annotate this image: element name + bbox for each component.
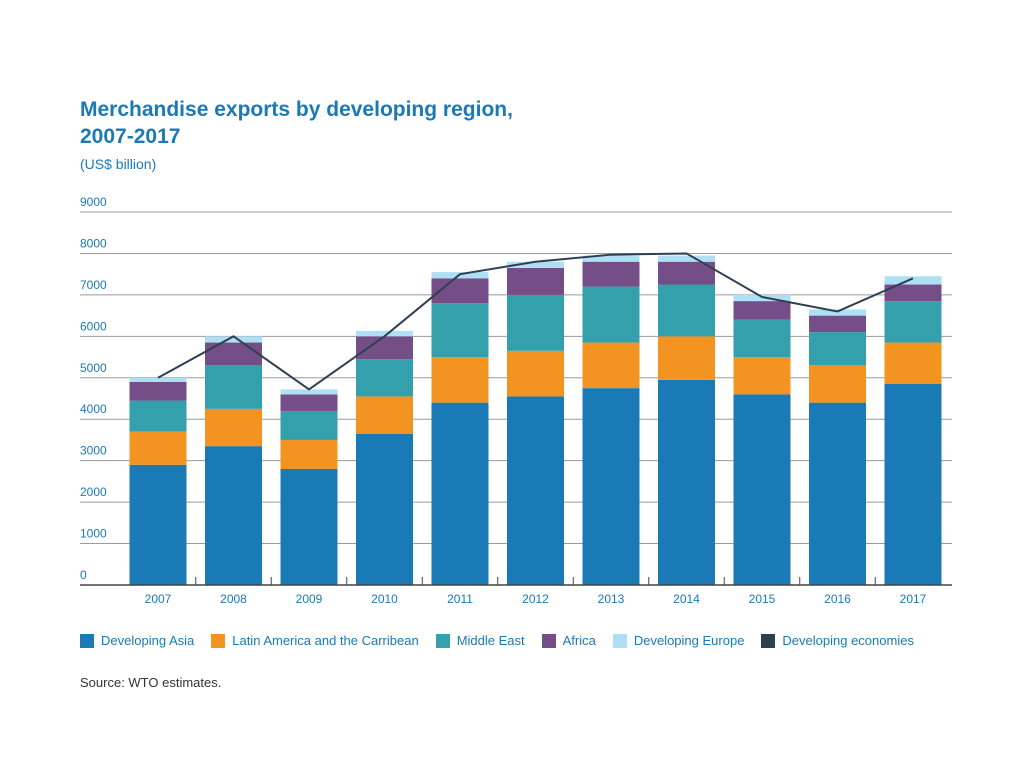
bar-segment <box>205 408 262 447</box>
x-tick-label: 2010 <box>371 592 398 606</box>
bar-segment <box>809 332 866 366</box>
bar-segment <box>205 336 262 343</box>
legend-label: Africa <box>562 633 596 648</box>
bar-segment <box>733 394 791 585</box>
legend-swatch <box>612 633 627 648</box>
bar-segment <box>884 383 942 585</box>
legend-item: Developing Asia <box>80 633 194 648</box>
x-tick-label: 2016 <box>824 592 851 606</box>
bar-segment <box>658 261 715 285</box>
bar-segment <box>658 255 715 262</box>
bar-segment <box>507 396 564 585</box>
bar-segment <box>733 319 791 358</box>
bar-segment <box>280 389 338 395</box>
x-tick-label: 2009 <box>296 592 323 606</box>
chart-subtitle: (US$ billion) <box>80 156 157 172</box>
bar-segment <box>431 357 489 403</box>
bar-segment <box>356 336 413 360</box>
bar-segment <box>205 342 262 366</box>
bar-segment <box>733 301 791 320</box>
bar-segment <box>431 402 489 585</box>
bar-segment <box>582 342 640 389</box>
bar-segment <box>507 294 564 351</box>
x-tick-label: 2013 <box>598 592 625 606</box>
stacked-bar-chart: 0 1000 2000 3000 4000 5000 6000 7000 8000 9000 200… <box>80 195 952 606</box>
x-tick-label: 2015 <box>749 592 776 606</box>
bar-segment <box>129 431 187 465</box>
legend-swatch <box>80 633 94 648</box>
bar-segment <box>205 365 262 409</box>
legend-item: Africa <box>541 633 596 648</box>
x-tick-label: 2008 <box>220 592 247 606</box>
x-tick-label: 2011 <box>447 592 473 606</box>
legend-label: Middle East <box>456 633 525 648</box>
bar-segment <box>582 261 640 287</box>
y-tick-label: 9000 <box>80 195 107 209</box>
bar-segment <box>884 301 942 343</box>
bar-segment <box>356 433 413 585</box>
legend-swatch <box>761 633 776 648</box>
bar-segment <box>280 468 338 585</box>
legend-label: Developing economies <box>782 633 914 648</box>
bar-segment <box>658 379 715 585</box>
y-tick-label: 1000 <box>80 527 107 541</box>
x-tick-label: 2014 <box>673 592 700 606</box>
bar-segment <box>658 336 715 380</box>
chart-title: Merchandise exports by developing region… <box>80 98 513 148</box>
bar-segment <box>884 284 942 302</box>
legend-swatch <box>541 633 556 648</box>
bar-segment <box>356 359 413 397</box>
bar-segment <box>280 439 338 469</box>
legend-swatch <box>435 633 450 648</box>
y-tick-label: 2000 <box>80 485 107 499</box>
bar-segment <box>582 286 640 343</box>
y-tick-label: 5000 <box>80 361 107 375</box>
bar-segment <box>205 446 262 585</box>
bar-segment <box>809 365 866 403</box>
y-tick-label: 6000 <box>80 319 107 333</box>
bar-segment <box>431 303 489 358</box>
bar-segment <box>809 315 866 333</box>
bar-segment <box>582 255 640 262</box>
bar-segment <box>356 396 413 434</box>
bar-segment <box>280 410 338 440</box>
bar-segment <box>733 357 791 395</box>
legend-item: Middle East <box>435 633 525 648</box>
series-line-developing-economies <box>157 252 914 391</box>
bar-segment <box>582 388 640 585</box>
legend-label: Developing Asia <box>101 633 195 648</box>
y-tick-label: 3000 <box>80 444 107 458</box>
legend-swatch <box>211 633 226 648</box>
bar-segment <box>129 464 187 585</box>
legend-item: Latin America and the Carribean <box>211 633 419 648</box>
bar-segment <box>884 342 942 384</box>
y-tick-label: 8000 <box>80 236 107 250</box>
bar-segment <box>507 350 564 397</box>
bar-segment <box>507 261 564 268</box>
bar-segment <box>129 381 187 401</box>
legend-label: Developing Europe <box>633 633 745 648</box>
bar-segment <box>507 267 564 295</box>
bar-segment <box>809 402 866 585</box>
legend-label: Latin America and the Carribean <box>232 633 419 648</box>
y-tick-label: 0 <box>80 568 87 582</box>
bar-segment <box>129 377 187 382</box>
x-tick-label: 2007 <box>145 592 172 606</box>
y-tick-label: 7000 <box>80 278 107 292</box>
y-tick-label: 4000 <box>80 402 107 416</box>
bar-segment <box>733 294 791 302</box>
bar-segment <box>809 309 866 316</box>
chart-legend: Developing Asia Latin America and the Car… <box>80 633 914 648</box>
bar-segment <box>280 394 338 411</box>
bar-segment <box>658 284 715 337</box>
x-tick-label: 2012 <box>522 592 549 606</box>
legend-item: Developing economies <box>761 633 914 648</box>
x-tick-label: 2017 <box>900 592 927 606</box>
bar-segment <box>129 400 187 432</box>
legend-item: Developing Europe <box>612 633 745 648</box>
source-note: Source: WTO estimates. <box>80 675 222 690</box>
bar-segment <box>884 276 942 285</box>
bar-segment <box>356 330 413 337</box>
